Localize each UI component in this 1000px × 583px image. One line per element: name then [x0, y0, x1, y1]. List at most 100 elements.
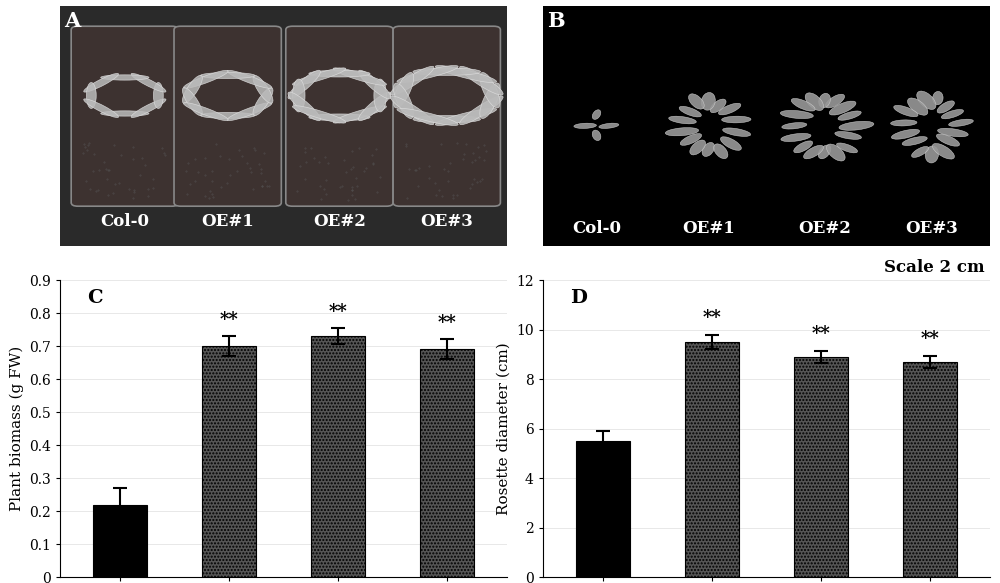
- Bar: [202, 346, 256, 577]
- Ellipse shape: [358, 70, 391, 99]
- Ellipse shape: [153, 83, 163, 108]
- Ellipse shape: [397, 65, 458, 83]
- Ellipse shape: [912, 146, 929, 157]
- Ellipse shape: [941, 110, 964, 119]
- Text: Col-0: Col-0: [572, 220, 621, 237]
- Ellipse shape: [183, 71, 228, 89]
- Ellipse shape: [714, 144, 728, 159]
- Ellipse shape: [932, 143, 954, 159]
- Text: D: D: [570, 289, 587, 307]
- Ellipse shape: [393, 83, 414, 118]
- Ellipse shape: [309, 114, 370, 121]
- Ellipse shape: [574, 123, 596, 128]
- Ellipse shape: [804, 145, 823, 159]
- Ellipse shape: [781, 134, 811, 142]
- Ellipse shape: [413, 115, 481, 123]
- Ellipse shape: [131, 73, 166, 92]
- FancyBboxPatch shape: [174, 26, 281, 206]
- Ellipse shape: [791, 99, 815, 111]
- Ellipse shape: [86, 83, 96, 108]
- Bar: [794, 357, 848, 577]
- Ellipse shape: [891, 129, 920, 139]
- Ellipse shape: [374, 79, 386, 112]
- Ellipse shape: [599, 123, 619, 128]
- Ellipse shape: [665, 128, 699, 136]
- Text: **: **: [220, 311, 238, 329]
- Text: OE#2: OE#2: [798, 220, 851, 237]
- Text: **: **: [329, 303, 347, 321]
- Ellipse shape: [292, 106, 346, 123]
- Ellipse shape: [818, 145, 831, 159]
- Ellipse shape: [838, 111, 861, 120]
- Text: **: **: [921, 330, 939, 348]
- Ellipse shape: [794, 141, 813, 153]
- Text: OE#3: OE#3: [420, 213, 473, 230]
- Text: A: A: [64, 10, 81, 31]
- Text: **: **: [438, 314, 457, 332]
- Ellipse shape: [839, 121, 874, 131]
- Ellipse shape: [679, 106, 701, 117]
- Ellipse shape: [837, 143, 858, 153]
- Ellipse shape: [925, 146, 939, 163]
- Ellipse shape: [819, 93, 830, 108]
- Bar: [576, 441, 630, 577]
- Ellipse shape: [722, 116, 751, 123]
- Ellipse shape: [101, 75, 149, 80]
- Ellipse shape: [592, 110, 601, 120]
- Ellipse shape: [460, 66, 503, 95]
- FancyBboxPatch shape: [71, 26, 178, 206]
- Ellipse shape: [701, 93, 715, 110]
- Ellipse shape: [101, 111, 149, 116]
- Ellipse shape: [293, 79, 305, 112]
- Ellipse shape: [669, 116, 696, 124]
- Ellipse shape: [894, 106, 918, 117]
- Ellipse shape: [182, 75, 202, 103]
- Text: Scale 2 cm: Scale 2 cm: [884, 259, 985, 276]
- Ellipse shape: [182, 87, 202, 115]
- Ellipse shape: [689, 94, 704, 109]
- Ellipse shape: [835, 132, 861, 139]
- Ellipse shape: [253, 75, 273, 103]
- Bar: [311, 336, 365, 577]
- Text: **: **: [812, 325, 830, 343]
- Y-axis label: Plant biomass (g FW): Plant biomass (g FW): [9, 346, 24, 511]
- Ellipse shape: [393, 72, 414, 108]
- Text: C: C: [87, 289, 102, 307]
- Bar: [420, 349, 474, 577]
- Ellipse shape: [592, 130, 601, 141]
- Ellipse shape: [253, 87, 273, 115]
- Ellipse shape: [825, 94, 845, 108]
- Bar: [903, 362, 957, 577]
- Ellipse shape: [933, 92, 943, 105]
- Ellipse shape: [413, 68, 481, 75]
- Ellipse shape: [805, 93, 824, 111]
- Ellipse shape: [333, 106, 386, 123]
- Ellipse shape: [227, 71, 272, 89]
- Ellipse shape: [309, 71, 370, 77]
- Text: OE#1: OE#1: [682, 220, 735, 237]
- Ellipse shape: [288, 92, 320, 121]
- Ellipse shape: [723, 128, 751, 136]
- Ellipse shape: [680, 134, 702, 145]
- Ellipse shape: [938, 128, 968, 137]
- Ellipse shape: [358, 92, 391, 121]
- Ellipse shape: [780, 110, 813, 118]
- Ellipse shape: [902, 136, 927, 146]
- Text: OE#1: OE#1: [201, 213, 254, 230]
- Text: OE#3: OE#3: [905, 220, 958, 237]
- Ellipse shape: [390, 96, 434, 125]
- Ellipse shape: [891, 120, 917, 126]
- Ellipse shape: [936, 134, 960, 146]
- Ellipse shape: [690, 140, 706, 155]
- Ellipse shape: [435, 108, 497, 125]
- Ellipse shape: [84, 73, 119, 92]
- Ellipse shape: [84, 99, 119, 118]
- Ellipse shape: [908, 98, 928, 115]
- Ellipse shape: [937, 101, 954, 113]
- Ellipse shape: [917, 91, 936, 110]
- Ellipse shape: [333, 68, 386, 85]
- Ellipse shape: [131, 99, 166, 118]
- Ellipse shape: [718, 103, 741, 115]
- Ellipse shape: [435, 65, 497, 83]
- Ellipse shape: [397, 108, 458, 125]
